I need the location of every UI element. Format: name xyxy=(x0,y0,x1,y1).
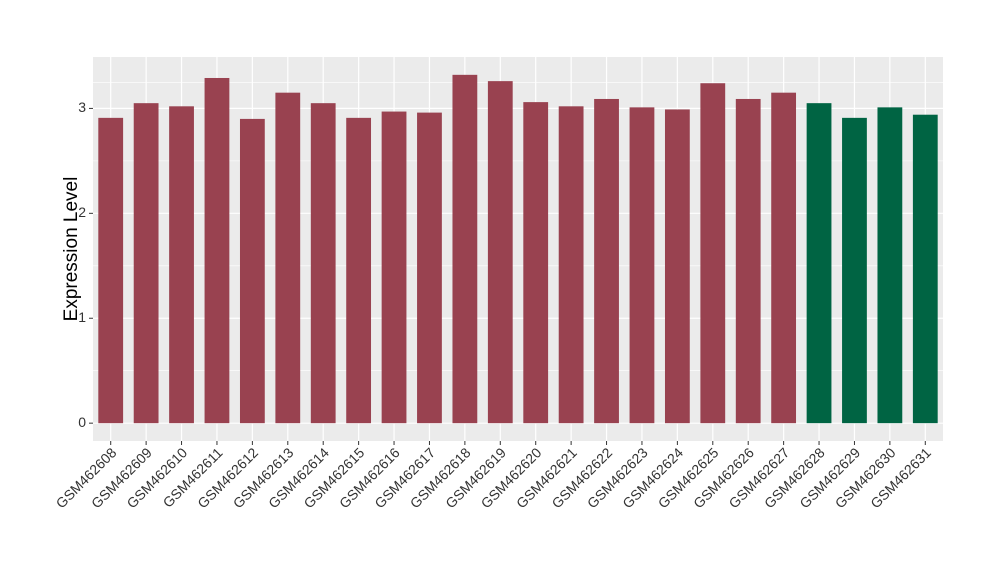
bar xyxy=(771,92,797,424)
bar xyxy=(98,117,124,424)
y-tick-label: 0 xyxy=(78,414,86,430)
bar xyxy=(700,83,726,424)
bar xyxy=(842,117,867,424)
bar xyxy=(381,111,407,424)
bar xyxy=(735,98,761,424)
bar xyxy=(558,106,584,424)
panel xyxy=(93,57,943,441)
bar xyxy=(806,103,832,424)
bar xyxy=(912,114,938,424)
bar xyxy=(523,102,549,424)
bar xyxy=(133,103,159,424)
bar xyxy=(452,74,478,424)
bar xyxy=(877,107,903,424)
bar xyxy=(487,81,513,424)
bar xyxy=(310,103,336,424)
bar xyxy=(664,109,690,424)
y-axis-label: Expression Level xyxy=(61,177,82,322)
bar xyxy=(417,112,442,424)
bar xyxy=(594,98,619,424)
y-tick-label: 1 xyxy=(78,309,86,325)
bar xyxy=(629,107,655,424)
bar xyxy=(239,118,265,424)
bar xyxy=(275,92,301,424)
y-tick-label: 3 xyxy=(78,99,86,115)
bar xyxy=(204,77,230,424)
bar xyxy=(346,117,372,424)
bar xyxy=(169,106,194,424)
y-tick-label: 2 xyxy=(78,204,86,220)
